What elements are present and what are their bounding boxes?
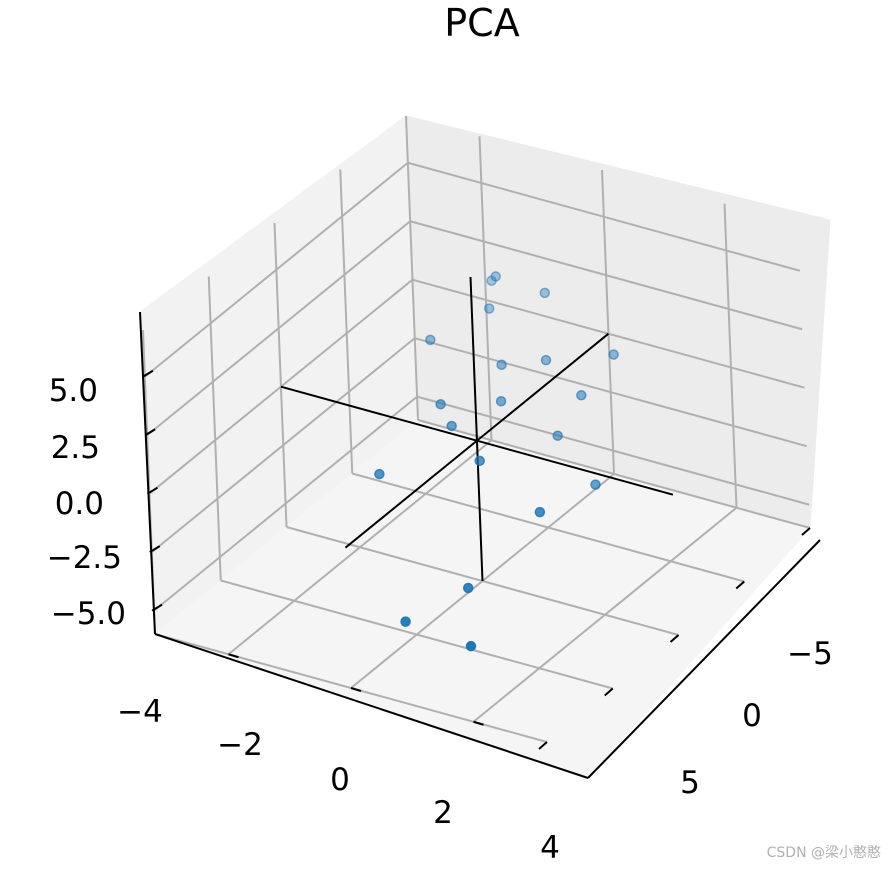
- grid-back-y-0: [478, 136, 493, 441]
- x-axis-line: [154, 633, 589, 779]
- data-point-11: [495, 395, 507, 407]
- grid-left-x-2: [273, 222, 288, 528]
- grid-left-z-4: [144, 161, 409, 378]
- grid-left-x-3: [207, 276, 222, 581]
- data-point-17: [462, 582, 474, 594]
- y-tick-mark-1: [350, 687, 362, 692]
- reference-axes: [280, 276, 674, 582]
- z-tick-mark-2: [146, 486, 158, 495]
- z-axis-line: [139, 311, 156, 635]
- x-tick-label-3: 2: [433, 795, 453, 831]
- z-tick-mark-1: [149, 545, 161, 554]
- x-tick-label-0: −4: [117, 694, 163, 730]
- z-tick-label-1: −2.5: [47, 540, 122, 576]
- grid-left-z-3: [146, 220, 411, 437]
- x-tick-mark-1: [735, 580, 745, 590]
- x-tick-mark-4: [538, 741, 548, 750]
- data-point-3: [483, 303, 495, 314]
- data-point-2: [539, 287, 551, 299]
- z-tick-mark-0: [151, 603, 163, 612]
- tick-marks: [142, 369, 811, 750]
- grid-back-z-0: [416, 395, 810, 506]
- y-tick-mark-2: [473, 720, 484, 726]
- data-point-1: [490, 271, 501, 282]
- data-points: [374, 271, 619, 652]
- z-tick-label-4: 5.0: [49, 373, 98, 409]
- y-tick-mark-0: [228, 653, 239, 659]
- data-point-7: [608, 349, 619, 360]
- x-tick-mark-2: [669, 634, 680, 643]
- data-point-9: [552, 430, 563, 441]
- y-axis-line: [587, 539, 821, 779]
- data-point-18: [400, 616, 411, 627]
- y-tick-label-2: 5: [680, 765, 700, 801]
- grid-left-x-1: [339, 169, 354, 474]
- z-tick-label-0: −5.0: [51, 596, 126, 632]
- data-point-8: [576, 390, 587, 401]
- chart-title: PCA: [444, 1, 519, 45]
- x-tick-label-1: −2: [217, 727, 263, 763]
- grid-back-z-3: [409, 220, 803, 331]
- x-tick-label-4: 4: [540, 830, 560, 866]
- data-point-19: [465, 640, 477, 652]
- grid-back-y-1: [601, 169, 615, 475]
- grid-floor-y-2: [472, 506, 738, 723]
- grid-back-z-4: [407, 161, 801, 272]
- reference-axis-2: [469, 276, 484, 582]
- data-point-13: [446, 420, 457, 432]
- grid-back-y-2: [723, 203, 738, 508]
- y-tick-label-0: −5: [787, 636, 833, 672]
- grid-back-z-1: [414, 337, 808, 448]
- grid-left-z-1: [151, 337, 416, 553]
- grid-lines: [142, 115, 811, 743]
- watermark: CSDN @梁小憨憨: [766, 845, 881, 861]
- grid-left-z-0: [153, 395, 418, 612]
- data-point-6: [540, 354, 552, 366]
- z-tick-label-3: 2.5: [51, 430, 100, 466]
- grid-left-x-0: [405, 115, 419, 421]
- y-tick-label-1: 0: [742, 698, 762, 734]
- z-tick-mark-3: [144, 428, 156, 437]
- data-point-12: [435, 398, 446, 410]
- z-tick-label-2: 0.0: [55, 486, 104, 522]
- x-tick-label-2: 0: [330, 762, 350, 798]
- data-point-5: [496, 359, 507, 370]
- data-point-16: [374, 468, 385, 480]
- data-point-10: [590, 479, 601, 490]
- grid-floor-y-0: [227, 439, 493, 656]
- data-point-15: [534, 506, 546, 518]
- data-point-4: [425, 334, 436, 346]
- x-tick-mark-3: [604, 687, 614, 697]
- data-point-14: [474, 455, 485, 467]
- x-tick-mark-0: [801, 527, 811, 536]
- z-tick-mark-4: [142, 369, 154, 378]
